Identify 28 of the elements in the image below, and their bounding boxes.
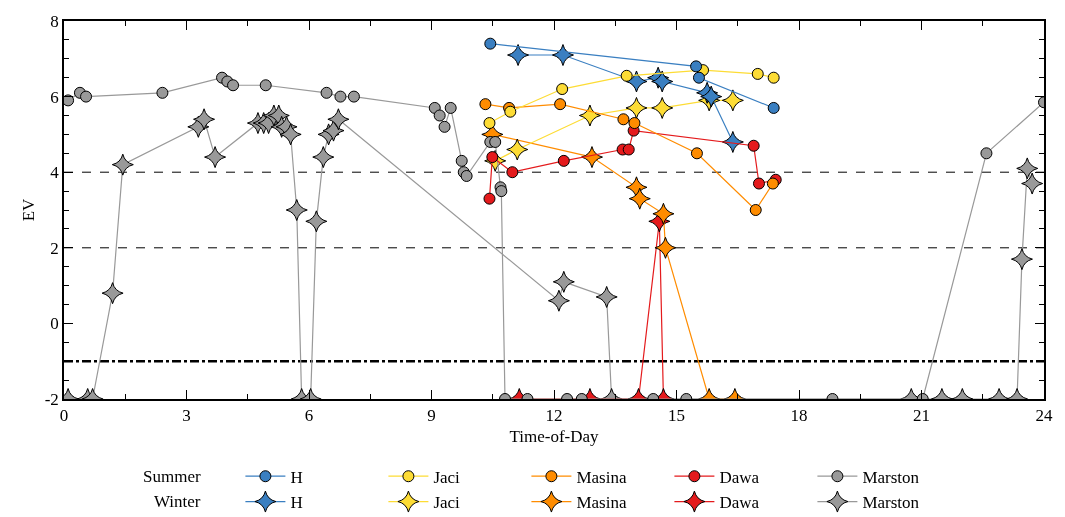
x-tick-label: 24 bbox=[1035, 406, 1053, 426]
x-axis-title: Time-of-Day bbox=[509, 427, 600, 447]
x-tick-label: 15 bbox=[668, 406, 685, 426]
text: Winter bbox=[154, 492, 201, 511]
x-tick-label: 12 bbox=[545, 406, 563, 426]
x-tick-label: 18 bbox=[790, 406, 808, 426]
legend-label: H bbox=[290, 493, 303, 513]
y-tick-label: 6 bbox=[50, 87, 59, 107]
x-tick-label: 9 bbox=[427, 406, 436, 426]
x-tick-label: 21 bbox=[913, 406, 930, 426]
text: Summer bbox=[143, 467, 201, 486]
y-tick-label: 2 bbox=[50, 238, 59, 258]
y-tick-label: 0 bbox=[50, 314, 59, 334]
legend-label: Jaci bbox=[433, 467, 461, 487]
legend-label: H bbox=[290, 467, 303, 487]
legend-label: Dawa bbox=[719, 493, 760, 513]
legend-label: Marston bbox=[862, 493, 920, 513]
legend-label: Masina bbox=[576, 493, 627, 513]
y-tick-label: 4 bbox=[50, 163, 60, 183]
legend-label: Jaci bbox=[433, 493, 461, 513]
y-axis-title: EV bbox=[18, 197, 38, 222]
x-tick-label: 6 bbox=[304, 406, 314, 426]
y-tick-label: 8 bbox=[50, 11, 59, 31]
legend-label: Dawa bbox=[719, 467, 760, 487]
legend-label: Marston bbox=[862, 467, 920, 487]
y-tick-label: -2 bbox=[44, 389, 59, 409]
legend-label: Masina bbox=[576, 467, 627, 487]
x-tick-label: 3 bbox=[182, 406, 191, 426]
